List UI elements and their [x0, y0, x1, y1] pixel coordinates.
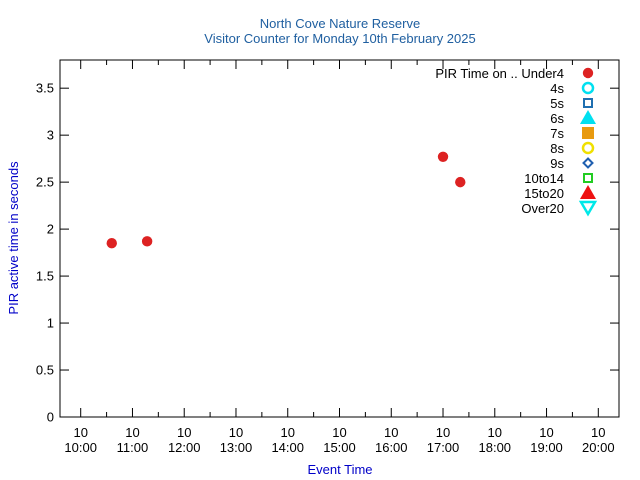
x-tick-label-time: 17:00	[427, 440, 460, 455]
legend-marker	[580, 185, 596, 199]
x-tick-label-day: 10	[436, 425, 450, 440]
x-tick-label-day: 10	[539, 425, 553, 440]
x-tick-label-time: 11:00	[117, 440, 149, 455]
legend-label: 8s	[550, 141, 564, 156]
legend: PIR Time on .. Under44s5s6s7s8s9s10to141…	[435, 66, 598, 217]
y-tick-label: 1	[47, 316, 54, 331]
y-tick-label: 0.5	[36, 363, 54, 378]
x-tick-label-day: 10	[384, 425, 398, 440]
legend-label: 4s	[550, 81, 564, 96]
chart-title: North Cove Nature Reserve	[260, 16, 420, 31]
x-tick-label-time: 13:00	[220, 440, 253, 455]
data-point	[106, 237, 117, 249]
legend-label: PIR Time on .. Under4	[435, 66, 564, 81]
x-tick-label-time: 20:00	[582, 440, 615, 455]
x-tick-label-time: 18:00	[479, 440, 512, 455]
legend-label: 7s	[550, 126, 564, 141]
y-tick-label: 0	[47, 410, 54, 425]
x-tick-label-day: 10	[73, 425, 87, 440]
data-point	[455, 176, 466, 188]
x-tick-label-day: 10	[125, 425, 139, 440]
data-point	[437, 151, 449, 162]
y-tick-label: 2	[47, 222, 54, 237]
legend-marker	[583, 98, 593, 108]
x-tick-label-day: 10	[281, 425, 295, 440]
legend-label: 9s	[550, 156, 564, 171]
legend-marker	[582, 127, 594, 139]
y-axis: 0 0.5 1 1.5 2 2.5 3 3.5	[36, 81, 619, 425]
x-tick-label-time: 10:00	[64, 440, 97, 455]
x-axis-label: Event Time	[307, 462, 372, 477]
legend-label: Over20	[521, 201, 564, 216]
y-tick-label: 1.5	[36, 269, 54, 284]
legend-marker	[581, 141, 595, 155]
x-tick-label-day: 10	[591, 425, 605, 440]
legend-label: 5s	[550, 96, 564, 111]
x-tick-label-day: 10	[229, 425, 243, 440]
x-tick-label-day: 10	[488, 425, 502, 440]
legend-marker	[578, 200, 598, 217]
x-axis: 1010:001011:001012:001013:001014:001015:…	[64, 60, 615, 455]
x-tick-label-day: 10	[177, 425, 191, 440]
y-tick-label: 2.5	[36, 175, 54, 190]
y-axis-label: PIR active time in seconds	[6, 161, 21, 315]
legend-marker	[582, 157, 594, 169]
legend-marker	[583, 173, 593, 183]
x-tick-label-time: 12:00	[168, 440, 201, 455]
x-tick-label-time: 14:00	[271, 440, 304, 455]
x-tick-label-time: 19:00	[530, 440, 563, 455]
y-tick-label: 3	[47, 128, 54, 143]
x-tick-label-day: 10	[332, 425, 346, 440]
legend-label: 10to14	[524, 171, 564, 186]
data-points	[106, 151, 466, 249]
legend-label: 15to20	[524, 186, 564, 201]
legend-marker	[582, 67, 594, 79]
data-point	[141, 236, 153, 247]
chart-subtitle: Visitor Counter for Monday 10th February…	[204, 31, 475, 46]
x-tick-label-time: 16:00	[375, 440, 408, 455]
legend-marker	[581, 81, 595, 95]
legend-label: 6s	[550, 111, 564, 126]
x-tick-label-time: 15:00	[323, 440, 356, 455]
y-tick-label: 3.5	[36, 81, 54, 96]
legend-marker	[580, 110, 596, 124]
